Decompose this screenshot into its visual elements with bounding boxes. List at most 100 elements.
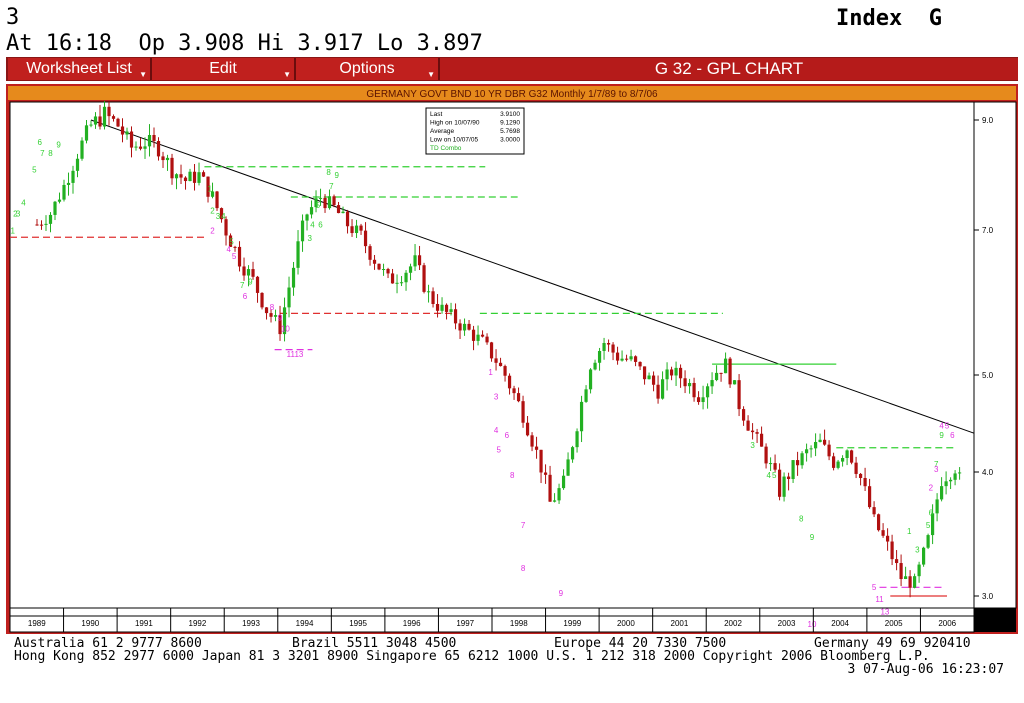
- x-tick-label: 1998: [510, 619, 528, 628]
- td-count-mark: 9: [559, 589, 564, 598]
- candle-body: [71, 170, 75, 183]
- candle-body: [521, 401, 525, 423]
- candle-body: [876, 514, 881, 531]
- stats-box-frame: [425, 107, 525, 155]
- candle-body: [845, 450, 849, 459]
- td-count-mark: 3: [494, 392, 499, 401]
- page-number: 3: [6, 5, 20, 30]
- candle-body: [557, 488, 561, 501]
- x-tick-label: 2006: [938, 619, 956, 628]
- td-count-mark: 13: [880, 608, 889, 617]
- td-count-mark: 5: [945, 421, 950, 430]
- candle-body: [318, 197, 323, 199]
- candle-body: [174, 174, 179, 179]
- candle-body: [192, 171, 197, 183]
- candle-body: [62, 184, 66, 200]
- candle-body: [305, 214, 309, 221]
- footer-europe: Europe 44 20 7330 7500: [554, 636, 727, 651]
- y-tick-label: 9.0: [982, 116, 994, 125]
- x-tick-label: 1999: [563, 619, 581, 628]
- footer-australia: Australia 61 2 9777 8600: [14, 636, 202, 651]
- candle-body: [894, 559, 899, 564]
- candle-body: [44, 223, 48, 225]
- candle-body: [836, 461, 840, 468]
- x-tick-label: 1994: [296, 619, 314, 628]
- stats-value: 3.9100: [500, 111, 520, 118]
- candle-body: [759, 433, 764, 447]
- candle-body: [134, 146, 138, 148]
- index-label: Index G: [836, 6, 942, 31]
- candle-body: [485, 336, 489, 343]
- td-count-mark: 3: [934, 465, 939, 474]
- candle-body: [863, 477, 867, 487]
- candle-body: [458, 323, 462, 331]
- candle-body: [386, 269, 390, 274]
- candle-body: [453, 309, 458, 324]
- candle-body: [665, 369, 669, 380]
- candle-body: [741, 409, 746, 421]
- candle-body: [926, 535, 930, 548]
- candle-body: [264, 307, 269, 314]
- candle-body: [561, 475, 566, 489]
- td-count-mark: 10: [808, 620, 817, 629]
- td-count-mark: 5: [232, 252, 237, 261]
- candle-body: [719, 372, 723, 374]
- candle-body: [611, 344, 615, 353]
- candle-body: [120, 126, 125, 135]
- worksheet-list-button[interactable]: Worksheet List ▼: [8, 58, 152, 80]
- x-tick-label: 1996: [403, 619, 421, 628]
- td-count-mark: 5: [316, 201, 321, 210]
- candle-body: [651, 375, 656, 385]
- candle-body: [678, 367, 683, 379]
- td-count-mark: 5: [32, 165, 37, 174]
- candle-body: [948, 479, 953, 482]
- candle-body: [539, 449, 543, 473]
- candle-body: [822, 439, 827, 445]
- footer-germany: Germany 49 69 920410: [814, 636, 971, 651]
- candle-body: [849, 450, 854, 463]
- td-count-mark: 6: [505, 431, 510, 440]
- candle-body: [345, 211, 350, 227]
- candle-body: [602, 343, 606, 351]
- candle-body: [350, 226, 354, 234]
- candle-body: [138, 146, 143, 149]
- edit-button[interactable]: Edit ▼: [152, 58, 296, 80]
- candle-body: [39, 224, 44, 226]
- td-count-mark: 11: [875, 595, 884, 604]
- candle-body: [674, 367, 678, 376]
- candle-body: [710, 380, 714, 387]
- y-axis-area: [973, 101, 1017, 609]
- td-count-mark: 4: [939, 421, 944, 430]
- td-count-mark: 1: [208, 185, 213, 194]
- candle-body: [516, 393, 521, 402]
- td-count-mark: 4: [767, 471, 772, 480]
- td-count-mark: 3: [216, 212, 221, 221]
- td-count-mark: 4: [226, 245, 231, 254]
- candle-body: [251, 269, 255, 277]
- price-chart: GERMANY GOVT BND 10 YR DBR G32 Monthly 1…: [8, 86, 1017, 633]
- stats-label: Last: [430, 111, 442, 118]
- candle-body: [215, 191, 219, 209]
- candle-body: [791, 460, 795, 480]
- candle-body: [750, 430, 755, 433]
- candle-body: [363, 230, 368, 247]
- candle-body: [327, 196, 332, 209]
- options-button[interactable]: Options ▼: [296, 58, 440, 80]
- candle-body: [867, 486, 872, 508]
- candle-body: [489, 342, 494, 359]
- stats-value: 5.7698: [500, 128, 520, 135]
- candle-body: [125, 131, 129, 135]
- candle-body: [197, 172, 201, 183]
- candle-body: [462, 323, 467, 331]
- candle-body: [152, 135, 156, 142]
- candle-body: [233, 246, 237, 248]
- td-count-mark: 7: [40, 149, 45, 158]
- x-tick-label: 1992: [189, 619, 207, 628]
- candle-body: [953, 473, 957, 480]
- candle-body: [917, 564, 921, 577]
- x-tick-label: 2004: [831, 619, 849, 628]
- candle-body: [768, 463, 773, 465]
- candle-body: [309, 207, 314, 215]
- td-count-mark: 4: [221, 212, 226, 221]
- candle-body: [368, 246, 372, 260]
